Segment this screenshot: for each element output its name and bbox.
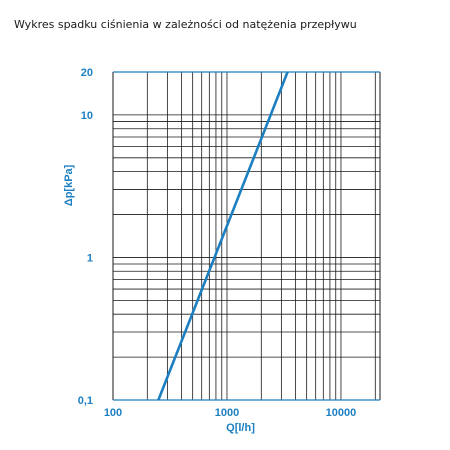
- chart-title: Wykres spadku ciśnienia w zależności od …: [14, 18, 357, 31]
- tick-layer: 100 1000 10000 0,1 1 10 20: [78, 67, 357, 419]
- y-tick-label: 0,1: [78, 395, 93, 407]
- x-tick-label: 1000: [215, 407, 239, 419]
- y-tick-label: 1: [87, 252, 93, 264]
- x-tick-label: 10000: [326, 407, 357, 419]
- series-line: [157, 71, 289, 401]
- y-axis-label: Δp[kPa]: [63, 164, 75, 206]
- y-tick-label: 20: [81, 67, 93, 79]
- y-tick-label: 10: [81, 110, 93, 122]
- x-axis-label: Q[l/h]: [226, 422, 255, 434]
- grid-layer: [113, 72, 380, 400]
- x-tick-label: 100: [104, 407, 122, 419]
- series-layer: [157, 71, 289, 401]
- frame-layer: [112, 71, 381, 401]
